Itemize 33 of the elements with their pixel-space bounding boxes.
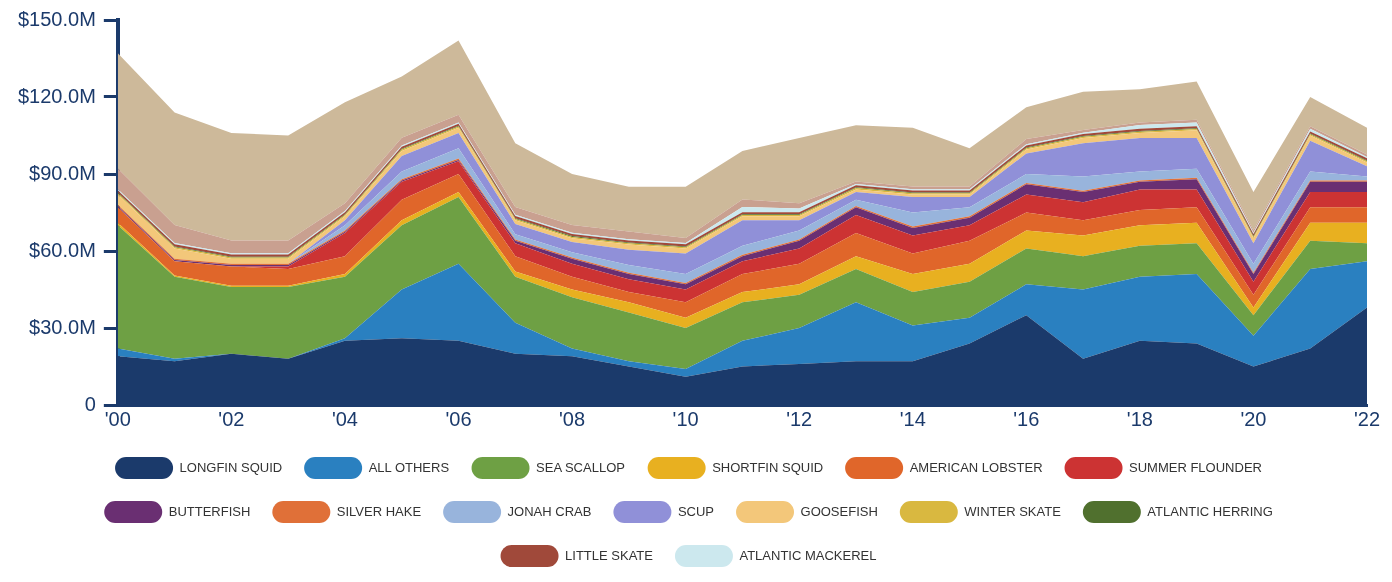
- legend-label: LITTLE SKATE: [565, 547, 654, 563]
- y-tick-label: $120.0M: [17, 84, 96, 107]
- x-tick-label: '20: [1240, 407, 1267, 430]
- x-tick-label: '06: [445, 407, 472, 430]
- legend-label: BUTTERFISH: [168, 503, 251, 519]
- x-tick-label: '10: [672, 407, 699, 430]
- x-tick-label: '02: [218, 407, 245, 430]
- legend-label: SHORTFIN SQUID: [712, 459, 824, 475]
- x-tick-label: '22: [1353, 407, 1381, 430]
- legend-label: SCUP: [677, 503, 715, 519]
- legend-label: ALL OTHERS: [368, 459, 450, 475]
- y-tick-label: $150.0M: [17, 7, 96, 30]
- legend-label: LONGFIN SQUID: [179, 459, 283, 475]
- y-tick-label: $60.0M: [29, 238, 96, 261]
- legend-label: JONAH CRAB: [507, 503, 592, 519]
- legend-label: ATLANTIC HERRING: [1147, 503, 1273, 519]
- x-tick-label: '16: [1013, 407, 1040, 430]
- legend-label: SILVER HAKE: [336, 503, 422, 519]
- x-tick-label: '12: [786, 407, 813, 430]
- y-tick-label: $30.0M: [29, 315, 96, 338]
- x-tick-label: '14: [899, 407, 926, 430]
- legend-label: SUMMER FLOUNDER: [1129, 459, 1262, 475]
- y-tick-label: 0: [84, 392, 96, 415]
- legend-label: WINTER SKATE: [964, 503, 1062, 519]
- legend-label: GOOSEFISH: [800, 503, 878, 519]
- x-tick-label: '00: [104, 407, 131, 430]
- x-tick-label: '18: [1126, 407, 1153, 430]
- y-tick-label: $90.0M: [29, 161, 96, 184]
- legend-label: SEA SCALLOP: [536, 459, 625, 475]
- legend-label: AMERICAN LOBSTER: [909, 459, 1043, 475]
- x-tick-label: '04: [331, 407, 358, 430]
- x-tick-label: '08: [559, 407, 586, 430]
- legend-label: ATLANTIC MACKEREL: [739, 547, 877, 563]
